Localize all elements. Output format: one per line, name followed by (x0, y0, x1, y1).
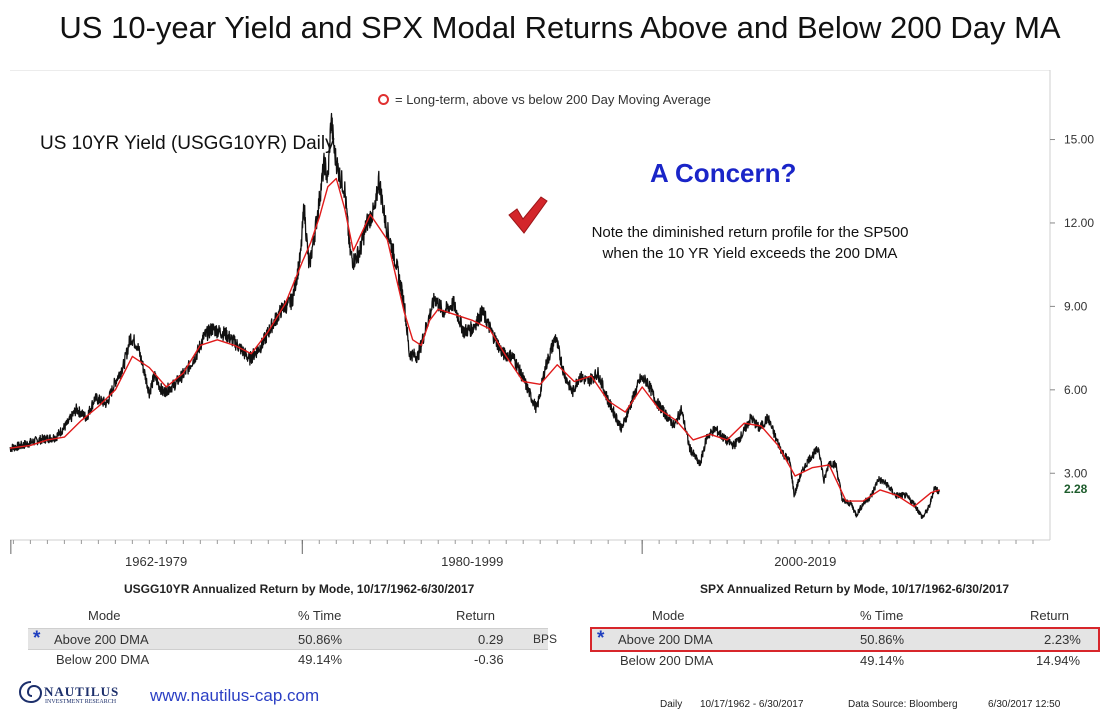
left-row-above: * Above 200 DMA 50.86% 0.29 BPS (28, 628, 557, 650)
y-tick-label: 6.00 (1064, 383, 1088, 397)
right-row-above-time: 50.86% (860, 632, 905, 647)
footer-range: 10/17/1962 - 6/30/2017 (700, 699, 804, 710)
right-returns-table: Mode % Time Return * Above 200 DMA 50.86… (590, 608, 1100, 668)
website-link[interactable]: www.nautilus-cap.com (150, 686, 320, 705)
nautilus-shell-icon (18, 681, 43, 704)
moving-average-line (9, 177, 940, 508)
left-row-below-mode: Below 200 DMA (56, 652, 150, 667)
right-table-title: SPX Annualized Return by Mode, 10/17/196… (700, 582, 1010, 596)
left-row-below-time: 49.14% (298, 652, 343, 667)
asterisk-icon: * (33, 628, 41, 649)
y-tick-label: 3.00 (1064, 466, 1088, 480)
left-row-above-mode: Above 200 DMA (54, 632, 149, 647)
x-period-labels: 1962-1979 1980-1999 2000-2019 (125, 554, 836, 569)
right-header-return: Return (1030, 608, 1070, 623)
y-tick-label: 12.00 (1064, 216, 1094, 230)
annotation-headline: A Concern? (650, 158, 797, 188)
left-table-title: USGG10YR Annualized Return by Mode, 10/1… (124, 582, 475, 596)
right-header-mode: Mode (652, 608, 685, 623)
chart-subtitle: US 10YR Yield (USGG10YR) Daily (40, 133, 335, 154)
x-period-label: 2000-2019 (774, 554, 836, 569)
left-header-time: % Time (298, 608, 342, 623)
left-row-above-return: 0.29 (478, 632, 504, 647)
x-period-label: 1962-1979 (125, 554, 187, 569)
annotation-note: Note the diminished return profile for t… (540, 222, 960, 264)
footer-frequency: Daily (660, 699, 683, 710)
right-row-above-return: 2.23% (1044, 632, 1081, 647)
logo-name: NAUTILUS (44, 684, 120, 699)
logo-subtext: INVESTMENT RESEARCH (45, 699, 117, 705)
right-row-below: Below 200 DMA 49.14% 14.94% (590, 650, 1100, 670)
page-title: US 10-year Yield and SPX Modal Returns A… (59, 10, 1061, 45)
footer-source: Data Source: Bloomberg (848, 699, 958, 710)
footer-timestamp: 6/30/2017 12:50 (988, 699, 1061, 710)
right-header-time: % Time (860, 608, 904, 623)
y-tick-label: 15.00 (1064, 133, 1094, 147)
annotation-note-line2: when the 10 YR Yield exceeds the 200 DMA (602, 245, 898, 262)
last-value-label: 2.28 (1064, 482, 1088, 496)
left-row-above-time: 50.86% (298, 632, 343, 647)
nautilus-logo: NAUTILUS INVESTMENT RESEARCH (18, 680, 118, 709)
right-row-below-time: 49.14% (860, 653, 905, 668)
yield-chart: 15.00 12.00 9.00 6.00 3.00 2.28 1962-1979 198… (9, 70, 1094, 569)
right-row-above-mode: Above 200 DMA (618, 632, 713, 647)
left-row-below-return: -0.36 (474, 652, 504, 667)
right-row-below-return: 14.94% (1036, 653, 1081, 668)
chart-legend: = Long-term, above vs below 200 Day Movi… (378, 92, 711, 107)
right-row-above: * Above 200 DMA 50.86% 2.23% (590, 627, 1100, 652)
y-axis-ticks: 15.00 12.00 9.00 6.00 3.00 (1050, 133, 1094, 480)
legend-circle-icon (378, 94, 389, 106)
checkmark-icon (508, 196, 548, 234)
legend-text: = Long-term, above vs below 200 Day Movi… (395, 92, 711, 107)
right-row-below-mode: Below 200 DMA (620, 653, 714, 668)
annotation-note-line1: Note the diminished return profile for t… (591, 224, 909, 241)
x-period-label: 1980-1999 (441, 554, 503, 569)
left-header-mode: Mode (88, 608, 121, 623)
yield-price-line (9, 112, 941, 519)
asterisk-icon: * (597, 628, 605, 649)
y-tick-label: 9.00 (1064, 299, 1088, 313)
left-returns-table: Mode % Time Return * Above 200 DMA 50.86… (28, 608, 557, 669)
left-row-below: Below 200 DMA 49.14% -0.36 (28, 649, 548, 669)
x-axis-ticks (10, 540, 1034, 554)
left-unit-label: BPS (533, 632, 558, 646)
left-header-return: Return (456, 608, 496, 623)
